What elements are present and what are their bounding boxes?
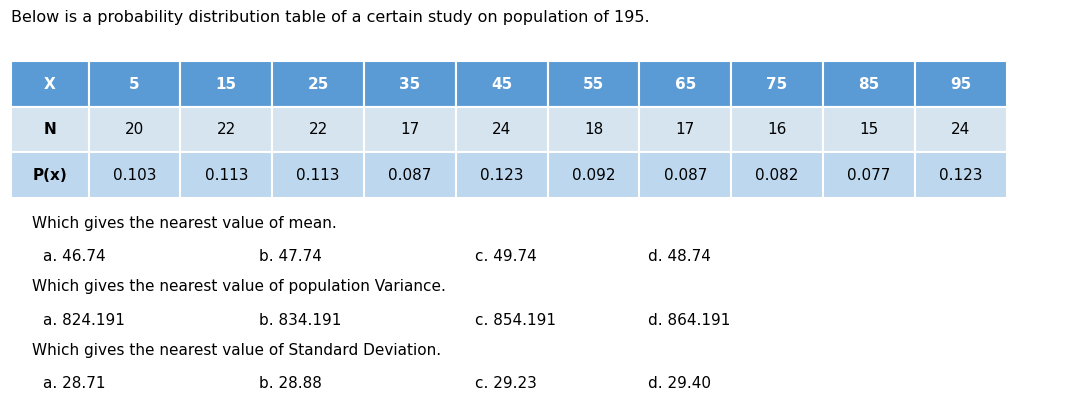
Bar <box>364 107 456 152</box>
Text: 0.103: 0.103 <box>112 168 157 183</box>
Bar <box>639 107 731 152</box>
Text: d. 48.74: d. 48.74 <box>648 249 711 265</box>
Text: 45: 45 <box>491 77 512 91</box>
Text: a. 46.74: a. 46.74 <box>43 249 106 265</box>
Text: 22: 22 <box>217 122 235 137</box>
Text: N: N <box>43 122 56 137</box>
Bar <box>639 152 731 198</box>
Bar <box>180 61 272 107</box>
Bar <box>89 152 180 198</box>
Bar <box>731 107 823 152</box>
Text: b. 28.88: b. 28.88 <box>259 376 322 391</box>
Text: a. 824.191: a. 824.191 <box>43 313 125 328</box>
Text: d. 29.40: d. 29.40 <box>648 376 711 391</box>
Text: 0.123: 0.123 <box>939 168 983 183</box>
Text: 65: 65 <box>675 77 696 91</box>
Text: 0.087: 0.087 <box>663 168 707 183</box>
Text: c. 29.23: c. 29.23 <box>475 376 537 391</box>
Text: 17: 17 <box>676 122 694 137</box>
Text: X: X <box>44 77 55 91</box>
Bar <box>11 107 89 152</box>
Bar <box>823 107 915 152</box>
Bar <box>364 61 456 107</box>
Text: 16: 16 <box>768 122 786 137</box>
Text: 95: 95 <box>950 77 971 91</box>
Text: 0.077: 0.077 <box>847 168 891 183</box>
Text: 75: 75 <box>767 77 787 91</box>
Text: 24: 24 <box>951 122 970 137</box>
Text: 35: 35 <box>400 77 420 91</box>
Text: 24: 24 <box>492 122 511 137</box>
Bar <box>456 107 548 152</box>
Bar <box>272 107 364 152</box>
Bar <box>548 61 639 107</box>
Bar <box>915 152 1007 198</box>
Bar <box>272 61 364 107</box>
Bar <box>548 107 639 152</box>
Text: 0.082: 0.082 <box>755 168 799 183</box>
Text: 0.113: 0.113 <box>204 168 248 183</box>
Bar <box>11 61 89 107</box>
Bar <box>639 61 731 107</box>
Text: 18: 18 <box>584 122 603 137</box>
Text: d. 864.191: d. 864.191 <box>648 313 730 328</box>
Text: 15: 15 <box>216 77 237 91</box>
Bar <box>915 61 1007 107</box>
Text: 55: 55 <box>583 77 604 91</box>
Bar <box>915 107 1007 152</box>
Text: 85: 85 <box>859 77 879 91</box>
Bar <box>823 152 915 198</box>
Text: c. 49.74: c. 49.74 <box>475 249 537 265</box>
Text: b. 47.74: b. 47.74 <box>259 249 322 265</box>
Bar <box>823 61 915 107</box>
Bar <box>89 107 180 152</box>
Text: a. 28.71: a. 28.71 <box>43 376 106 391</box>
Bar <box>272 152 364 198</box>
Text: 0.087: 0.087 <box>388 168 432 183</box>
Text: Which gives the nearest value of population Variance.: Which gives the nearest value of populat… <box>32 279 446 294</box>
Bar <box>456 61 548 107</box>
Bar <box>89 61 180 107</box>
Bar <box>731 152 823 198</box>
Text: 5: 5 <box>130 77 139 91</box>
Text: Which gives the nearest value of Standard Deviation.: Which gives the nearest value of Standar… <box>32 343 442 358</box>
Text: b. 834.191: b. 834.191 <box>259 313 341 328</box>
Bar <box>548 152 639 198</box>
Bar <box>731 61 823 107</box>
Text: 17: 17 <box>401 122 419 137</box>
Text: c. 854.191: c. 854.191 <box>475 313 556 328</box>
Bar <box>11 152 89 198</box>
Text: 15: 15 <box>860 122 878 137</box>
Text: Below is a probability distribution table of a certain study on population of 19: Below is a probability distribution tabl… <box>11 10 649 25</box>
Bar <box>180 107 272 152</box>
Text: 20: 20 <box>125 122 144 137</box>
Text: 0.092: 0.092 <box>571 168 616 183</box>
Bar <box>364 152 456 198</box>
Bar <box>456 152 548 198</box>
Text: 22: 22 <box>309 122 327 137</box>
Text: Which gives the nearest value of mean.: Which gives the nearest value of mean. <box>32 216 337 231</box>
Text: 25: 25 <box>308 77 328 91</box>
Text: P(x): P(x) <box>32 168 67 183</box>
Bar <box>180 152 272 198</box>
Text: 0.123: 0.123 <box>480 168 524 183</box>
Text: 0.113: 0.113 <box>296 168 340 183</box>
